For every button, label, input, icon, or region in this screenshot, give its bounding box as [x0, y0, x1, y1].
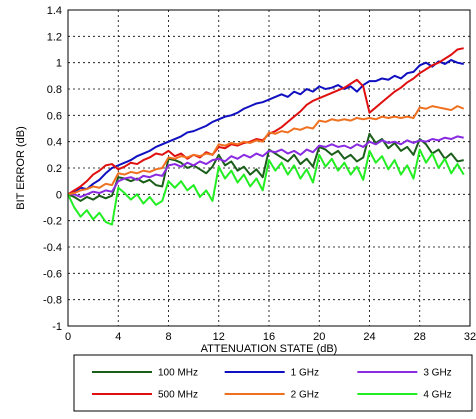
x-tick-label: 20	[313, 331, 325, 343]
legend: 100 MHz 1 GHz 3 GHz 500 MHz 2 GHz 4 GHz	[73, 354, 473, 412]
x-tick-label: 4	[115, 331, 121, 343]
y-tick-label: 0.8	[47, 84, 62, 96]
y-tick-label: -1	[52, 321, 62, 333]
series-line-4-ghz	[67, 148, 465, 226]
legend-label: 2 GHz	[291, 390, 319, 401]
series-lines	[67, 47, 465, 226]
y-tick-label: 0.2	[47, 163, 62, 175]
y-tick-label: 1.2	[47, 31, 62, 43]
series-line-2-ghz	[67, 105, 465, 196]
legend-label: 1 GHz	[291, 368, 319, 379]
y-tick-label: -0.6	[43, 268, 62, 280]
y-tick-label: 0.4	[47, 137, 62, 149]
grid-lines	[68, 10, 470, 326]
y-tick-label: 0.6	[47, 110, 62, 122]
x-tick-label: 0	[65, 331, 71, 343]
series-line-100-mhz	[67, 132, 464, 202]
y-axis-title: BIT ERROR (dB)	[15, 126, 27, 210]
y-tick-label: 1	[56, 58, 62, 70]
series-line-1-ghz	[67, 59, 464, 196]
x-tick-label: 16	[263, 331, 275, 343]
x-axis-title: ATTENUATION STATE (dB)	[201, 343, 338, 355]
legend-label: 500 MHz	[158, 390, 198, 401]
y-axis-tick-labels: 1.4 1.2 1 0.8 0.6 0.4 0.2 0 -0.2 -0.4 -0.6 -0.8 -1	[43, 5, 62, 333]
y-tick-label: 0	[56, 189, 62, 201]
x-tick-label: 28	[414, 331, 426, 343]
legend-label: 100 MHz	[158, 368, 198, 379]
legend-label: 3 GHz	[423, 368, 451, 379]
x-tick-label: 24	[363, 331, 375, 343]
y-tick-label: -0.2	[43, 216, 62, 228]
y-tick-label: -0.4	[43, 242, 62, 254]
x-axis-tick-labels: 0 4 8 12 16 20 24 28 32	[65, 331, 476, 343]
x-tick-label: 8	[165, 331, 171, 343]
series-line-3-ghz	[68, 135, 464, 198]
plot-area-frame	[67, 9, 471, 327]
legend-box	[73, 354, 473, 412]
y-tick-label: -0.8	[43, 295, 62, 307]
y-tick-label: 1.4	[47, 5, 62, 17]
x-tick-label: 32	[464, 331, 476, 343]
legend-label: 4 GHz	[423, 390, 451, 401]
x-tick-label: 12	[213, 331, 225, 343]
